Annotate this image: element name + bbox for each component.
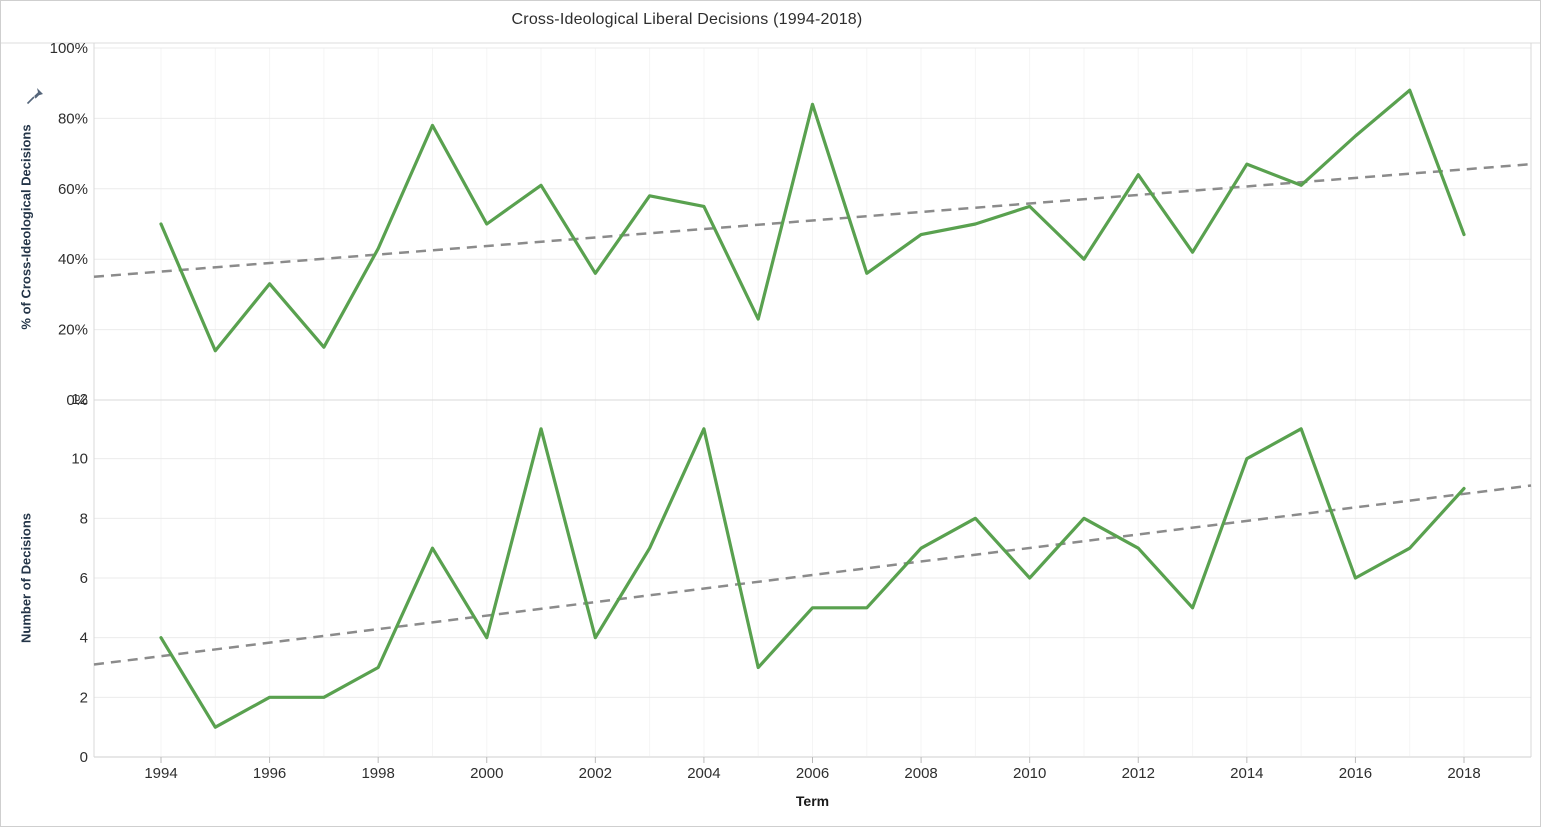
- x-tick-label: 2000: [470, 765, 503, 782]
- x-tick-label: 2012: [1122, 765, 1155, 782]
- x-tick-label: 2010: [1013, 765, 1046, 782]
- y-tick-label: 10: [71, 451, 88, 468]
- y-tick-label: 6: [80, 570, 88, 587]
- y-tick-label: 0: [80, 749, 88, 766]
- y-tick-label: 40%: [58, 251, 88, 268]
- y-tick-label: 8: [80, 510, 88, 527]
- data-line: [159, 427, 1466, 729]
- y-tick-label: 80%: [58, 110, 88, 127]
- y-tick-label: 4: [80, 630, 88, 647]
- y-tick-label: 0%: [66, 392, 88, 409]
- x-tick-label: 2014: [1230, 765, 1263, 782]
- y-tick-label: 60%: [58, 181, 88, 198]
- x-tick-label: 2004: [687, 765, 720, 782]
- trend-line: [93, 484, 1532, 666]
- x-axis-title: Term: [795, 793, 830, 809]
- y-tick-label: 20%: [58, 322, 88, 339]
- x-tick-label: 2018: [1447, 765, 1480, 782]
- chart-title: Cross-Ideological Liberal Decisions (199…: [511, 11, 863, 28]
- trend-line: [93, 162, 1532, 279]
- pushpin-needle: [26, 96, 35, 105]
- x-tick-label: 2006: [796, 765, 829, 782]
- data-line: [159, 88, 1466, 353]
- x-tick-label: 1994: [144, 765, 177, 782]
- x-tick-label: 2008: [904, 765, 937, 782]
- y-tick-label: 100%: [50, 40, 88, 57]
- x-tick-label: 1998: [361, 765, 394, 782]
- pushpin-icon[interactable]: [26, 87, 44, 105]
- x-tick-label: 2016: [1339, 765, 1372, 782]
- y-tick-label: 2: [80, 689, 88, 706]
- x-tick-label: 2002: [579, 765, 612, 782]
- y-tick-label: 12: [71, 391, 88, 408]
- pushpin-head: [34, 88, 43, 99]
- x-tick-label: 1996: [253, 765, 286, 782]
